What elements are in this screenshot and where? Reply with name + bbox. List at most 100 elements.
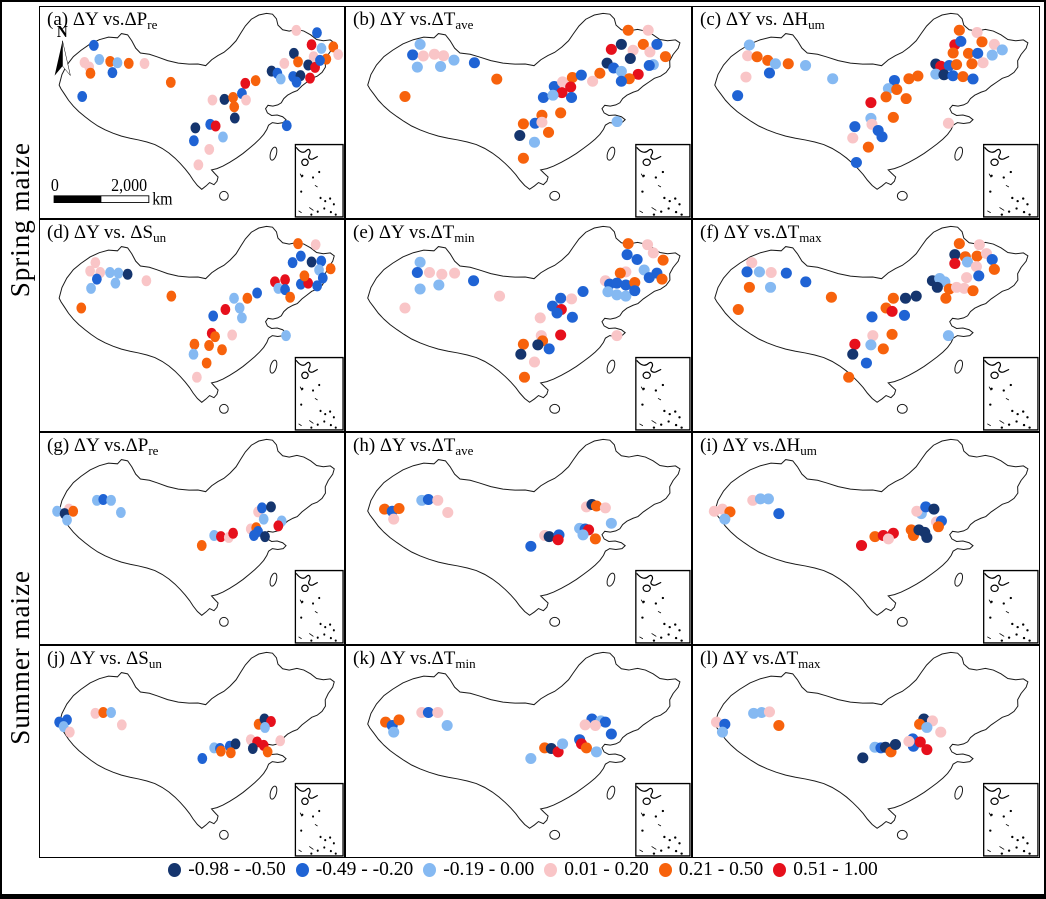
inset-island-dot (680, 639, 683, 642)
data-point (914, 736, 926, 748)
south-china-sea-inset (984, 571, 1038, 643)
data-point (428, 48, 440, 60)
panel-title-subscript: min (454, 230, 475, 245)
data-point (204, 340, 214, 352)
inset-island-dot (663, 622, 666, 626)
panel-title-subscript: ave (455, 17, 474, 32)
inset-island-dot (1009, 170, 1012, 174)
row-label-summer-maize: Summer maize (5, 570, 35, 745)
inset-island-dot (319, 196, 322, 200)
inset-island-dot (329, 410, 332, 413)
inset-hainan-outline (643, 159, 650, 165)
svg-text:km: km (152, 189, 172, 209)
data-point (293, 56, 303, 68)
panel-title-text: (b) ΔY vs.ΔT (353, 9, 456, 30)
data-point (90, 257, 101, 269)
data-point (552, 746, 564, 758)
map-l (710, 646, 1039, 857)
panel-title-subscript: max (799, 230, 822, 245)
taiwan-island (269, 572, 278, 587)
map-h (346, 433, 691, 644)
data-point (769, 58, 781, 70)
data-point (228, 92, 238, 104)
data-point (189, 338, 200, 350)
inset-island-dot (990, 174, 993, 177)
data-point (732, 303, 744, 315)
data-point (716, 726, 729, 738)
data-point (942, 117, 954, 129)
inset-island-dot (324, 625, 327, 629)
data-point (615, 75, 627, 87)
data-point (192, 371, 202, 383)
taiwan-island (269, 359, 278, 374)
inset-island-dot (652, 852, 656, 855)
data-point (659, 51, 671, 63)
inset-island-dot (329, 197, 332, 200)
inset-island-dot (332, 416, 335, 419)
inset-island-dot (661, 383, 665, 387)
inset-island-dot (1022, 197, 1025, 200)
inset-island-dot (1002, 176, 1005, 179)
inset-hainan-outline (991, 798, 998, 804)
inset-island-dot (332, 629, 335, 632)
data-point (599, 716, 611, 728)
data-point (921, 721, 933, 733)
data-point (957, 71, 969, 83)
data-point (651, 38, 663, 50)
china-outline (715, 13, 1028, 189)
data-point (882, 83, 894, 95)
inset-island-dot (1015, 633, 1018, 636)
inset-island-dot (324, 412, 327, 416)
data-point (621, 249, 633, 261)
legend-label: 0.21 - 0.50 (678, 859, 764, 880)
data-point (491, 73, 503, 85)
data-point (624, 52, 636, 64)
inset-island-dot (300, 829, 303, 832)
data-point (315, 54, 325, 66)
data-point (423, 267, 436, 279)
data-point (590, 500, 602, 512)
data-point (857, 752, 869, 764)
inset-island-dot (674, 623, 677, 626)
data-point (414, 283, 426, 295)
inset-island-dot (1022, 849, 1026, 853)
inset-island-dot (674, 423, 678, 427)
inset-island-dot (661, 809, 665, 813)
data-point (218, 131, 228, 143)
inset-island-dot (1015, 420, 1018, 423)
data-point (556, 87, 568, 99)
inset-island-dot (1007, 210, 1011, 213)
data-point (599, 502, 611, 514)
taiwan-island (953, 146, 964, 161)
data-point (947, 70, 959, 82)
data-point (710, 716, 723, 728)
china-outline (59, 439, 334, 615)
inset-island-dot (300, 403, 303, 406)
hainan-island (897, 830, 907, 839)
data-point (590, 746, 602, 758)
data-point (847, 132, 859, 144)
data-point (877, 343, 889, 355)
inset-island-dot (668, 412, 671, 416)
data-point (98, 493, 109, 505)
panel-title: (a) ΔY vs.ΔPre (47, 9, 157, 33)
data-point (237, 312, 247, 324)
panel-l: (l) ΔY vs.ΔTmax (692, 645, 1040, 858)
data-point (280, 274, 290, 286)
data-point (312, 280, 323, 292)
map-g (52, 433, 344, 644)
inset-island-dot (654, 176, 658, 179)
data-point (746, 257, 758, 269)
panel-title-text: (d) ΔY vs. ΔS (47, 222, 154, 243)
data-point (931, 281, 943, 293)
panel-title: (f) ΔY vs.ΔTmax (700, 222, 822, 246)
data-point (116, 507, 126, 519)
data-point (938, 69, 950, 81)
inset-island-dot (1028, 852, 1031, 855)
data-point (85, 265, 95, 277)
data-point (953, 24, 965, 36)
data-point (935, 726, 947, 738)
legend-item-navy: -0.98 - -0.50 (168, 859, 286, 881)
inset-island-dot (312, 176, 315, 179)
data-point (266, 501, 276, 513)
